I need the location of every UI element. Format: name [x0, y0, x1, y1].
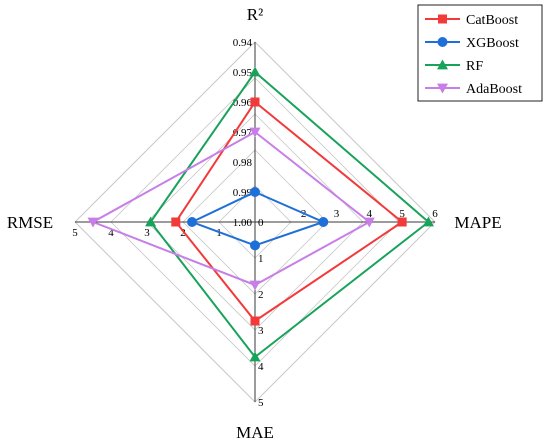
data-point-xgboost — [187, 217, 197, 227]
tick-label-mape: 6 — [432, 208, 438, 220]
data-point-catboost — [171, 217, 181, 227]
legend-marker-catboost — [438, 14, 447, 24]
data-point-adaboost — [87, 217, 99, 228]
tick-label-mae: 3 — [258, 325, 264, 337]
legend-marker-adaboost — [437, 83, 448, 94]
data-point-xgboost — [318, 217, 329, 227]
tick-label-mae: 1 — [258, 253, 264, 265]
data-point-rf — [422, 216, 434, 227]
tick-label-mape: 3 — [334, 208, 340, 220]
legend-label-catboost: CatBoost — [466, 13, 518, 28]
axis-title-mae: MAE — [236, 423, 274, 442]
tick-label-r2: 1.00 — [233, 217, 253, 229]
data-point-adaboost — [249, 280, 261, 291]
data-point-xgboost — [250, 240, 260, 251]
axis-title-rmse: RMSE — [7, 213, 53, 232]
legend-label-rf: RF — [466, 59, 483, 74]
data-point-adaboost — [363, 217, 375, 228]
legend-marker-xgboost — [437, 37, 448, 47]
legend-label-xgboost: XGBoost — [466, 36, 519, 51]
axis-titles: R² MAPE MAE RMSE — [7, 5, 502, 442]
axis-title-mape: MAPE — [454, 213, 501, 232]
tick-label-rmse: 2 — [180, 227, 186, 239]
data-point-xgboost — [250, 187, 260, 197]
tick-label-mae: 2 — [258, 289, 264, 301]
tick-label-mae: 5 — [258, 397, 264, 409]
tick-label-mae: 4 — [258, 361, 264, 373]
legend-label-adaboost: AdaBoost — [466, 82, 522, 97]
legend: CatBoost XGBoost RF AdaBoost — [417, 4, 543, 102]
tick-label-rmse: 3 — [144, 227, 150, 239]
tick-label-r2: 0.94 — [233, 37, 253, 49]
series-line-adaboost — [90, 130, 372, 287]
data-point-rf — [249, 351, 261, 362]
legend-marker-rf — [437, 59, 448, 70]
axis-title-r2: R² — [247, 5, 263, 24]
data-point-catboost — [250, 316, 260, 326]
data-point-catboost — [250, 97, 260, 107]
data-point-rf — [145, 216, 157, 227]
series-line-rf — [149, 70, 431, 359]
tick-label-r2: 0.95 — [233, 67, 253, 79]
tick-label-rmse: 5 — [72, 227, 78, 239]
tick-label-r2: 0.96 — [233, 97, 253, 109]
data-point-rf — [249, 66, 261, 77]
tick-label-mae: 0 — [258, 217, 264, 229]
tick-label-rmse: 4 — [108, 227, 114, 239]
tick-label-r2: 0.98 — [233, 157, 253, 169]
series-markers — [87, 66, 434, 362]
series-polygons — [90, 70, 431, 359]
axis-lines — [75, 42, 435, 402]
tick-label-mape: 4 — [367, 208, 373, 220]
tick-label-mape: 5 — [399, 208, 405, 220]
data-point-adaboost — [249, 127, 261, 138]
data-point-catboost — [397, 217, 407, 227]
